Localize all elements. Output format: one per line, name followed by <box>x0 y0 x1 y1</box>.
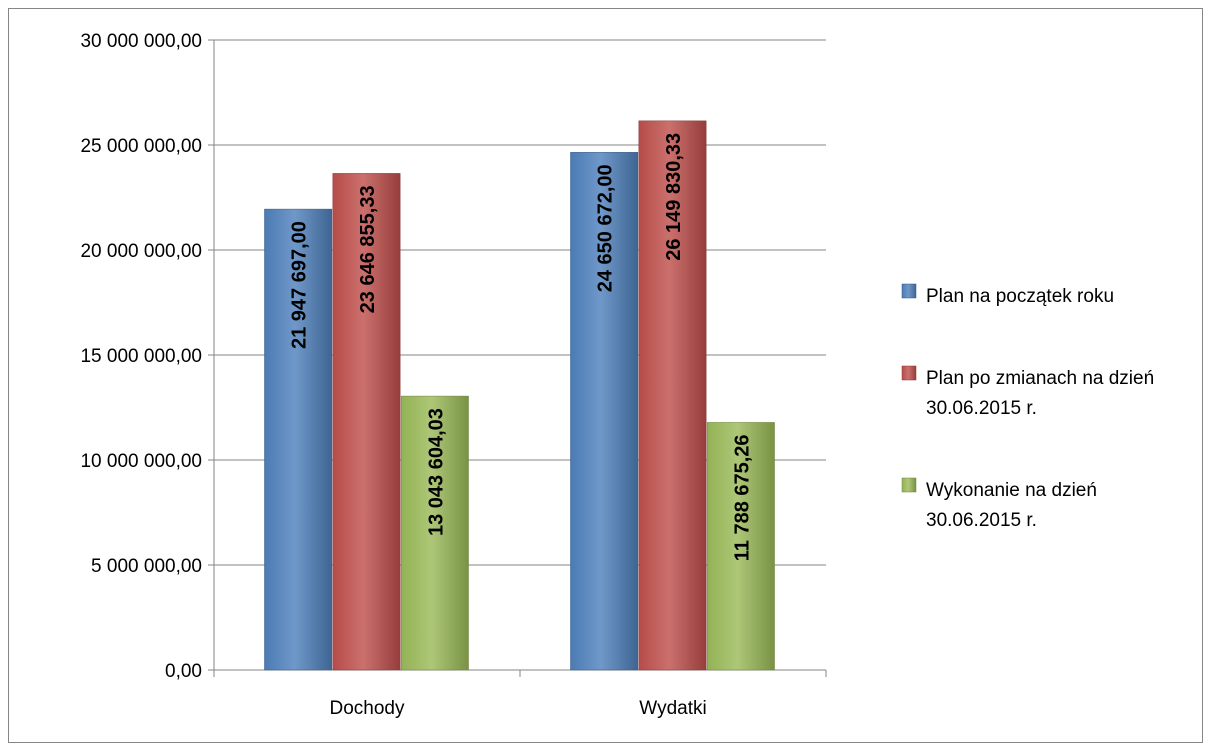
x-category-label: Wydatki <box>639 698 706 719</box>
bar <box>400 395 469 671</box>
y-axis: 0,00 5 000 000,00 10 000 000,00 15 000 000,… <box>80 31 215 682</box>
bars <box>264 120 775 671</box>
bar <box>332 173 401 671</box>
legend-item: Wykonanie na dzień 30.06.2015 r. <box>901 477 1097 531</box>
data-label: 23 646 855,33 <box>357 185 379 313</box>
legend-item: Plan na początek roku <box>901 283 1114 307</box>
legend-label: Wykonanie na dzień <box>926 480 1097 501</box>
legend-label: Plan po zmianach na dzień <box>926 368 1154 389</box>
legend-swatch <box>901 477 917 493</box>
y-tick-label: 15 000 000,00 <box>80 346 202 367</box>
bar <box>638 120 707 671</box>
data-label: 26 149 830,33 <box>663 133 685 261</box>
x-axis: Dochody Wydatki <box>213 669 827 719</box>
y-tick-label: 30 000 000,00 <box>80 31 202 52</box>
legend-label: 30.06.2015 r. <box>926 510 1037 531</box>
legend: Plan na początek roku Plan po zmianach na… <box>901 283 1154 531</box>
data-label: 24 650 672,00 <box>595 164 617 292</box>
bar <box>706 422 775 671</box>
y-tick-label: 5 000 000,00 <box>91 556 202 577</box>
legend-swatch <box>901 283 917 299</box>
data-label: 13 043 604,03 <box>425 408 447 536</box>
legend-item: Plan po zmianach na dzień 30.06.2015 r. <box>901 365 1154 419</box>
data-label: 11 788 675,26 <box>731 434 753 561</box>
legend-label: Plan na początek roku <box>926 286 1114 307</box>
data-label: 21 947 697,00 <box>289 221 311 349</box>
y-tick-label: 20 000 000,00 <box>80 241 202 262</box>
bar <box>264 208 333 671</box>
bar <box>570 152 639 671</box>
y-tick-label: 10 000 000,00 <box>80 451 202 472</box>
data-labels: 21 947 697,00 23 646 855,33 13 043 604,03 2… <box>289 133 754 561</box>
x-category-label: Dochody <box>330 698 405 719</box>
legend-swatch <box>901 365 917 381</box>
legend-label: 30.06.2015 r. <box>926 398 1037 419</box>
y-tick-label: 25 000 000,00 <box>80 136 202 157</box>
y-tick-label: 0,00 <box>165 661 202 682</box>
